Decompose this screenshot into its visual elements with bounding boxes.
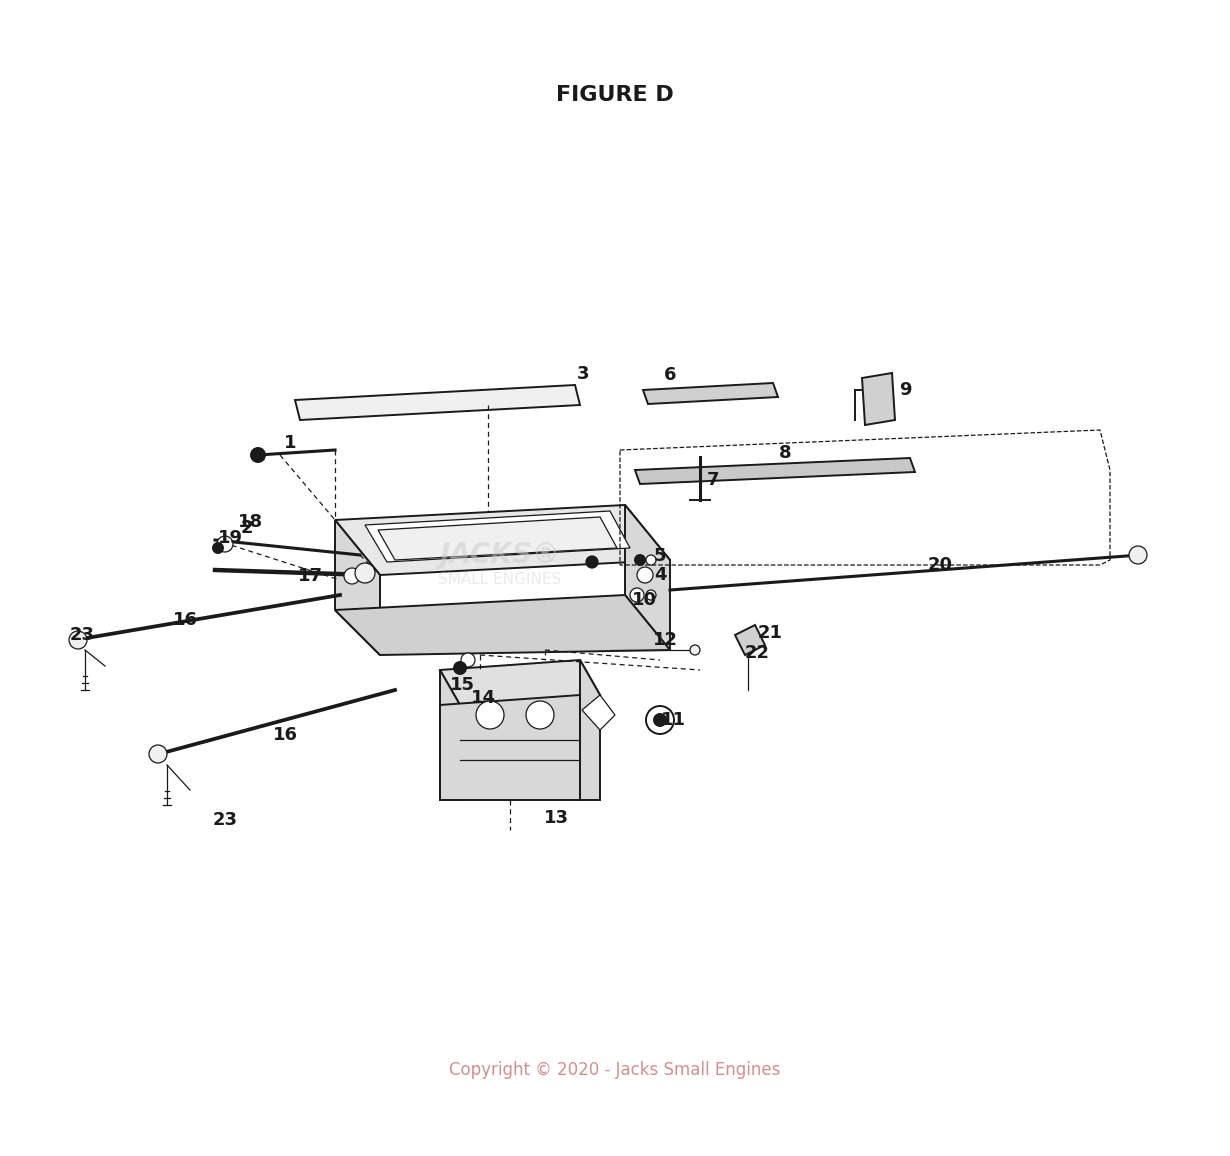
Polygon shape	[335, 505, 670, 575]
Text: 12: 12	[652, 631, 678, 649]
Polygon shape	[581, 660, 600, 800]
Circle shape	[1129, 546, 1148, 564]
Circle shape	[637, 566, 653, 583]
Text: 8: 8	[779, 444, 791, 462]
Text: 3: 3	[577, 365, 589, 383]
Polygon shape	[643, 383, 779, 403]
Text: 5: 5	[654, 547, 667, 565]
Text: JACKS®: JACKS®	[439, 541, 561, 569]
Text: 7: 7	[707, 470, 720, 489]
Text: 1: 1	[284, 434, 296, 452]
Text: 18: 18	[237, 513, 262, 531]
Text: 6: 6	[664, 366, 676, 384]
Text: 10: 10	[631, 591, 657, 609]
Circle shape	[630, 588, 645, 602]
Text: FIGURE D: FIGURE D	[556, 86, 674, 105]
Text: 20: 20	[927, 556, 952, 575]
Text: 17: 17	[298, 566, 322, 585]
Text: 2: 2	[241, 519, 253, 538]
Text: 16: 16	[273, 726, 298, 744]
Polygon shape	[635, 458, 915, 484]
Text: 11: 11	[661, 711, 685, 729]
Text: 15: 15	[449, 676, 475, 694]
Circle shape	[646, 590, 656, 600]
Circle shape	[213, 543, 223, 553]
Circle shape	[454, 662, 466, 674]
Circle shape	[344, 568, 360, 584]
Text: 14: 14	[471, 689, 496, 707]
Polygon shape	[440, 660, 600, 705]
Polygon shape	[440, 670, 460, 800]
Text: 23: 23	[213, 812, 237, 829]
Text: 16: 16	[172, 612, 198, 629]
Text: 21: 21	[758, 624, 782, 642]
Text: Copyright © 2020 - Jacks Small Engines: Copyright © 2020 - Jacks Small Engines	[449, 1061, 781, 1079]
Text: 13: 13	[544, 809, 568, 827]
Circle shape	[355, 563, 375, 583]
Text: SMALL ENGINES: SMALL ENGINES	[438, 572, 562, 587]
Circle shape	[585, 556, 598, 568]
Text: 4: 4	[654, 566, 667, 584]
Polygon shape	[365, 511, 630, 562]
Text: 19: 19	[218, 529, 242, 547]
Circle shape	[461, 653, 475, 667]
Circle shape	[526, 701, 554, 729]
Circle shape	[69, 631, 87, 649]
Circle shape	[476, 701, 504, 729]
Polygon shape	[736, 625, 765, 655]
Text: 22: 22	[744, 644, 770, 662]
Circle shape	[216, 536, 232, 553]
Polygon shape	[295, 385, 581, 420]
Circle shape	[690, 645, 700, 655]
Polygon shape	[582, 695, 615, 729]
Polygon shape	[335, 595, 670, 655]
Polygon shape	[862, 373, 895, 425]
Circle shape	[149, 744, 167, 763]
Polygon shape	[335, 520, 380, 655]
Circle shape	[646, 555, 656, 565]
Circle shape	[635, 555, 645, 565]
Text: 9: 9	[899, 381, 911, 399]
Text: 23: 23	[70, 627, 95, 644]
Circle shape	[654, 714, 665, 726]
Circle shape	[646, 706, 674, 734]
Polygon shape	[378, 517, 617, 560]
Circle shape	[251, 449, 264, 462]
Polygon shape	[440, 695, 581, 800]
Polygon shape	[625, 505, 670, 650]
